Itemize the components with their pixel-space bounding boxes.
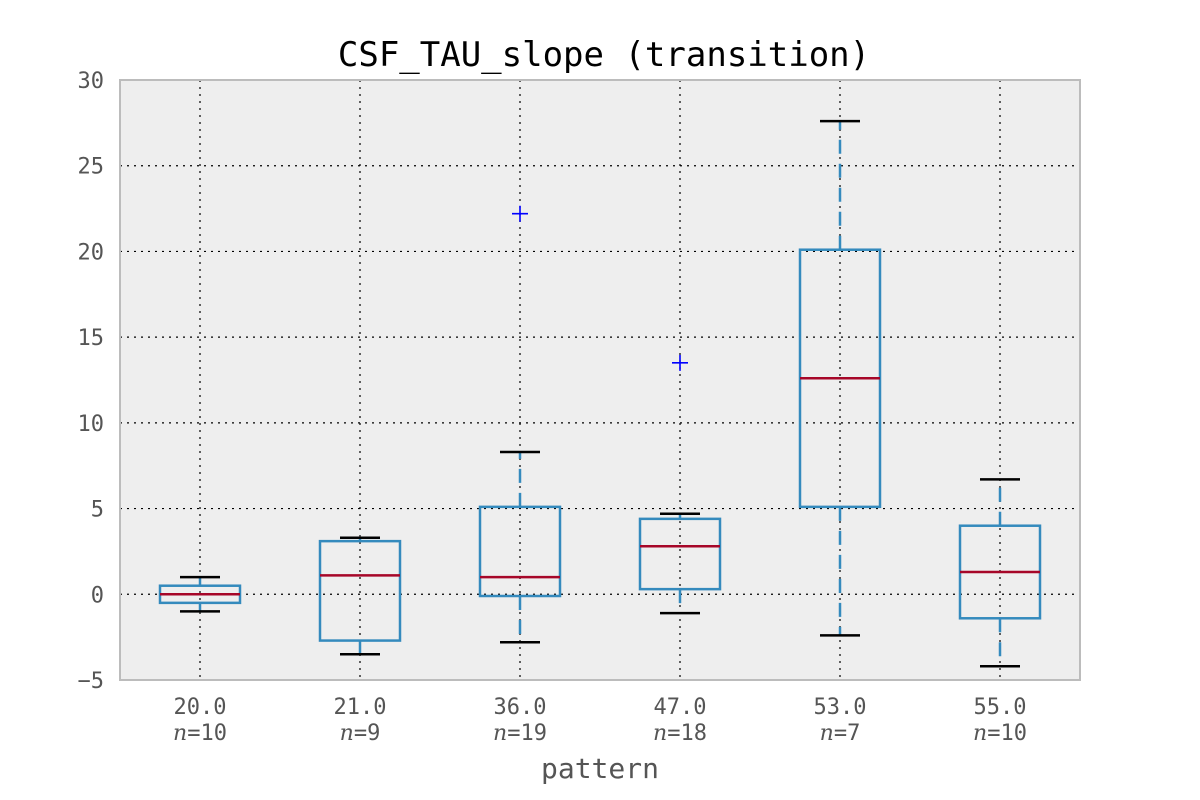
iqr-box xyxy=(478,505,562,598)
plot-area xyxy=(120,80,1080,680)
y-tick-label: 5 xyxy=(91,498,104,523)
y-tick-label: −5 xyxy=(78,669,105,694)
x-tick-label: 20.0 xyxy=(174,695,227,720)
iqr-box xyxy=(638,517,722,591)
box-group xyxy=(318,536,402,656)
sample-size-label: n=18 xyxy=(653,721,707,746)
y-tick-label: 20 xyxy=(78,240,105,265)
box-group xyxy=(958,478,1042,668)
x-tick-label: 53.0 xyxy=(814,695,867,720)
iqr-box xyxy=(318,539,402,642)
sample-size-label: n=10 xyxy=(973,721,1027,746)
x-tick-label: 55.0 xyxy=(974,695,1027,720)
tick-labels: −505101520253020.0n=1021.0n=936.0n=1947.… xyxy=(78,69,1027,746)
box-group xyxy=(638,354,722,615)
x-tick-label: 21.0 xyxy=(334,695,387,720)
sample-size-label: n=10 xyxy=(173,721,227,746)
box-group xyxy=(478,205,562,644)
y-tick-label: 30 xyxy=(78,69,105,94)
y-tick-label: 25 xyxy=(78,155,105,180)
y-tick-label: 0 xyxy=(91,583,104,608)
outlier-marker xyxy=(512,205,528,222)
x-tick-label: 47.0 xyxy=(654,695,707,720)
grid-lines xyxy=(120,80,1080,680)
sample-size-label: n=9 xyxy=(340,721,381,746)
y-tick-label: 15 xyxy=(78,326,105,351)
x-tick-label: 36.0 xyxy=(494,695,547,720)
y-tick-label: 10 xyxy=(78,412,105,437)
outlier-marker xyxy=(672,354,688,371)
sample-size-label: n=7 xyxy=(820,721,861,746)
box-group xyxy=(798,119,882,637)
boxes xyxy=(158,119,1042,668)
axes-frame xyxy=(119,79,1081,681)
box-group xyxy=(158,575,242,613)
sample-size-label: n=19 xyxy=(493,721,547,746)
chart-title: CSF_TAU_slope (transition) xyxy=(338,35,870,75)
x-axis-label: pattern xyxy=(541,752,659,785)
